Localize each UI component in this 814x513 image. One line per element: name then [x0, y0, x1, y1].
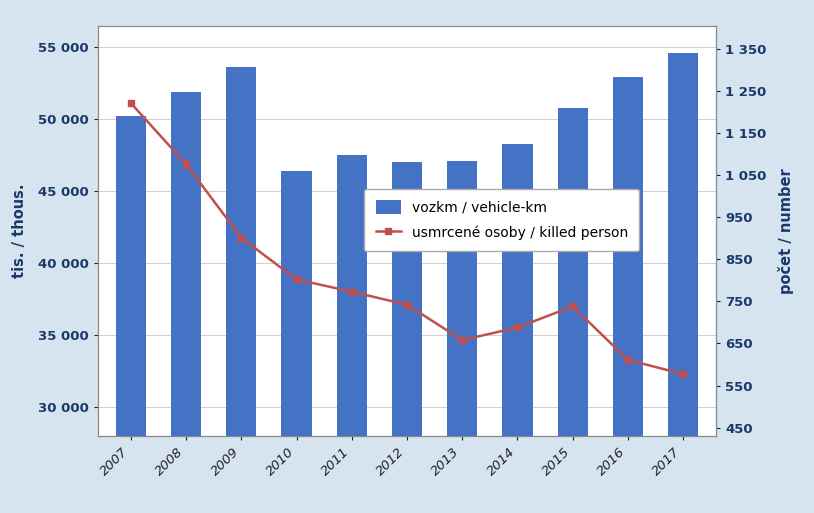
- usmrcené osoby / killed person: [402, 302, 412, 308]
- Bar: [116, 116, 146, 513]
- usmrcené osoby / killed person: [568, 303, 578, 309]
- Y-axis label: tis. / thous.: tis. / thous.: [11, 184, 27, 278]
- usmrcené osoby / killed person: [678, 371, 688, 377]
- Bar: [668, 53, 698, 513]
- usmrcené osoby / killed person: [623, 357, 632, 363]
- usmrcené osoby / killed person: [236, 235, 246, 241]
- usmrcené osoby / killed person: [513, 324, 523, 330]
- Bar: [392, 163, 422, 513]
- Bar: [613, 77, 643, 513]
- Bar: [558, 108, 588, 513]
- Bar: [282, 171, 312, 513]
- usmrcené osoby / killed person: [182, 161, 191, 167]
- usmrcené osoby / killed person: [291, 277, 301, 283]
- usmrcené osoby / killed person: [126, 100, 136, 106]
- Bar: [226, 67, 256, 513]
- usmrcené osoby / killed person: [457, 337, 467, 343]
- Y-axis label: počet / number: počet / number: [778, 168, 794, 294]
- Bar: [336, 155, 367, 513]
- Legend: vozkm / vehicle-km, usmrcené osoby / killed person: vozkm / vehicle-km, usmrcené osoby / kil…: [365, 189, 639, 251]
- Bar: [171, 92, 201, 513]
- usmrcené osoby / killed person: [347, 289, 357, 295]
- Bar: [447, 161, 478, 513]
- Bar: [502, 144, 532, 513]
- Line: usmrcené osoby / killed person: usmrcené osoby / killed person: [127, 100, 687, 378]
